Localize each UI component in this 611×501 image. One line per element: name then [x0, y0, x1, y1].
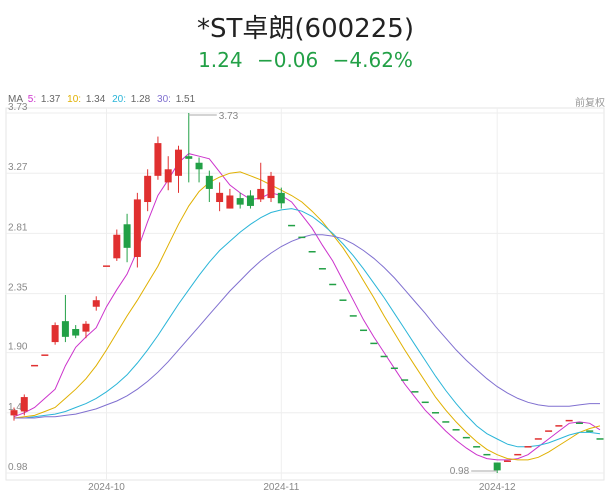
candle — [277, 192, 285, 204]
candle — [164, 169, 172, 183]
ma30-legend: 30: 1.51 — [157, 94, 197, 105]
candle — [185, 156, 193, 159]
ma5-legend: 5: 1.37 — [28, 94, 63, 105]
ma30-line — [14, 234, 600, 419]
min-price-label: 0.98 — [450, 466, 470, 477]
ma5-line — [13, 153, 601, 461]
x-tick-label: 2024-12 — [479, 482, 516, 493]
candle — [195, 162, 203, 170]
ma20-legend: 20: 1.28 — [112, 94, 152, 105]
x-tick-label: 2024-11 — [263, 482, 299, 493]
candle — [154, 143, 162, 176]
adjust-mode-button[interactable]: 前复权 — [575, 98, 605, 109]
candle — [113, 234, 121, 259]
y-tick-label: 1.90 — [8, 342, 28, 353]
candle — [236, 198, 244, 205]
y-tick-label: 1.44 — [8, 402, 28, 413]
candle — [257, 188, 265, 200]
ma10-legend: 10: 1.34 — [67, 94, 107, 105]
candle — [205, 175, 213, 189]
candle — [144, 175, 152, 203]
last-price: 1.24 — [198, 48, 243, 72]
candle — [493, 462, 501, 471]
ma10-key: 10: — [67, 94, 82, 105]
price-change: −0.06 — [256, 48, 319, 72]
price-change-percent: −4.62% — [332, 48, 413, 72]
candle — [216, 192, 224, 203]
candle — [174, 149, 182, 176]
candle — [123, 224, 131, 248]
candle — [92, 300, 100, 307]
ma10-value: 1.34 — [85, 94, 106, 105]
ma-label: MA — [8, 94, 23, 105]
candle — [61, 321, 69, 337]
price-quote: 1.24 −0.06 −4.62% — [0, 48, 611, 72]
ma30-key: 30: — [157, 94, 171, 105]
ma-legend: MA 5: 1.37 10: 1.34 20: 1.28 30: 1.51 — [8, 94, 199, 105]
y-tick-label: 2.35 — [8, 283, 28, 294]
ma20-key: 20: — [112, 94, 126, 105]
candle — [267, 175, 275, 199]
ma20-value: 1.28 — [130, 94, 151, 105]
y-tick-label: 3.73 — [8, 102, 28, 113]
candle — [82, 323, 90, 332]
ma5-key: 5: — [27, 94, 37, 105]
ma20-line — [14, 208, 601, 448]
candle — [51, 325, 59, 343]
candle — [72, 329, 80, 336]
candle — [10, 410, 18, 416]
y-tick-label: 3.27 — [8, 162, 28, 173]
stock-title: *ST卓朗(600225) — [197, 14, 414, 44]
y-tick-label: 2.81 — [8, 222, 28, 233]
ma10-line — [13, 171, 601, 461]
ma30-value: 1.51 — [175, 94, 196, 105]
y-tick-label: 0.98 — [8, 462, 28, 473]
x-tick-label: 2024-10 — [88, 482, 125, 493]
candle — [133, 199, 141, 257]
candle — [226, 195, 234, 209]
max-price-label: 3.73 — [219, 111, 239, 122]
candle — [246, 195, 254, 206]
ma5-value: 1.37 — [40, 94, 61, 105]
candle — [20, 397, 28, 412]
